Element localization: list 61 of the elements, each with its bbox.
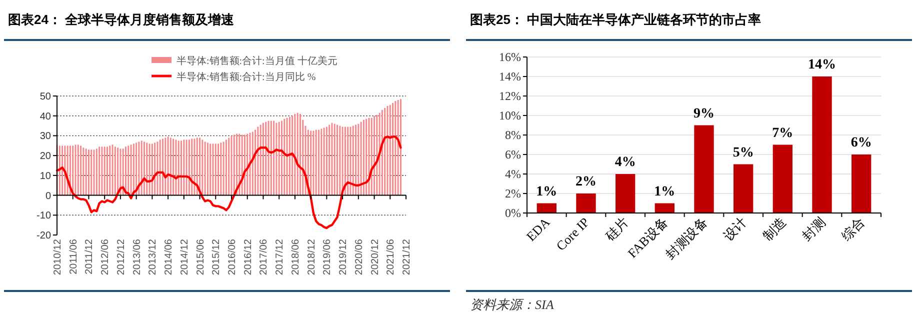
x-tick-label: 2012/12 <box>116 238 127 276</box>
y-tick-label: 20 <box>40 151 52 162</box>
y-tick-label: 2% <box>505 186 521 201</box>
y-tick-label: 0% <box>505 206 521 220</box>
legend-label: 半导体:销售额:合计:当月同比 % <box>176 71 316 83</box>
legend-label: 半导体:销售额:合计:当月值 十亿美元 <box>176 55 338 67</box>
y-tick-label: 16% <box>499 50 521 64</box>
y-tick-label: 14% <box>499 70 521 84</box>
x-tick-label: 2013/12 <box>148 238 159 276</box>
chart-title: 图表24： 全球半导体月度销售额及增速 <box>8 12 236 27</box>
y-tick-label: 30 <box>40 131 52 142</box>
x-tick-label: 硅片 <box>602 214 632 244</box>
data-label: 7% <box>772 126 794 141</box>
x-tick-label: 2021/12 <box>402 238 412 276</box>
x-tick-label: 2014/12 <box>179 238 190 276</box>
y-tick-label: -20 <box>36 230 52 242</box>
y-tick-label: 10% <box>499 108 521 123</box>
x-tick-label: 2015/12 <box>211 238 222 276</box>
y-tick-label: 50 <box>40 92 52 102</box>
x-tick-label: 2018/12 <box>306 238 318 276</box>
y-tick-label: 10 <box>40 170 52 182</box>
x-tick-label: 2014/06 <box>164 238 175 276</box>
x-tick-label: 2019/12 <box>338 238 350 276</box>
y-tick-label: 12% <box>499 89 521 104</box>
y-tick-label: -10 <box>36 210 52 222</box>
x-tick-label: 2011/06 <box>68 238 80 274</box>
data-label: 5% <box>732 145 754 160</box>
x-tick-label: 2020/06 <box>354 238 365 276</box>
x-tick-label: 综合 <box>838 214 868 244</box>
text: 资料来源：SIA <box>470 297 554 312</box>
x-tick-label: 2015/06 <box>195 238 206 276</box>
x-tick-label: 2018/06 <box>290 238 302 276</box>
y-tick-label: 40 <box>40 111 52 122</box>
y-tick-label: 0 <box>45 190 52 202</box>
data-label: 14% <box>808 58 836 72</box>
x-tick-label: 设计 <box>720 214 750 244</box>
data-label: 9% <box>694 106 714 122</box>
chart-title: 图表25： 中国大陆在半导体产业链各环节的市占率 <box>470 12 762 27</box>
x-tick-label: 2012/06 <box>100 238 112 276</box>
x-tick-label: 封测 <box>799 214 828 244</box>
data-label: 6% <box>850 136 872 150</box>
data-label: 1% <box>654 184 676 200</box>
x-tick-label: 2016/12 <box>242 238 254 276</box>
x-tick-label: 制造 <box>760 214 789 244</box>
x-tick-label: 2013/06 <box>132 238 143 276</box>
x-tick-label: 2016/06 <box>227 238 238 276</box>
data-label: 1% <box>536 184 558 200</box>
data-label: 2% <box>576 174 596 190</box>
y-tick-label: 8% <box>505 128 521 142</box>
x-tick-label: 2020/12 <box>370 238 381 276</box>
x-tick-label: 2021/06 <box>386 238 397 276</box>
x-tick-label: 2019/06 <box>322 238 334 276</box>
x-tick-label: Core IP <box>553 214 592 254</box>
data-label: 4% <box>614 155 636 170</box>
x-tick-label: 2017/12 <box>274 238 286 276</box>
x-tick-label: 2011/12 <box>84 238 96 274</box>
y-tick-label: 4% <box>505 167 521 182</box>
x-tick-label: 2017/06 <box>258 238 270 276</box>
x-tick-label: 2010/12 <box>52 238 64 276</box>
x-tick-label: EDA <box>523 214 554 244</box>
y-tick-label: 6% <box>505 148 521 162</box>
